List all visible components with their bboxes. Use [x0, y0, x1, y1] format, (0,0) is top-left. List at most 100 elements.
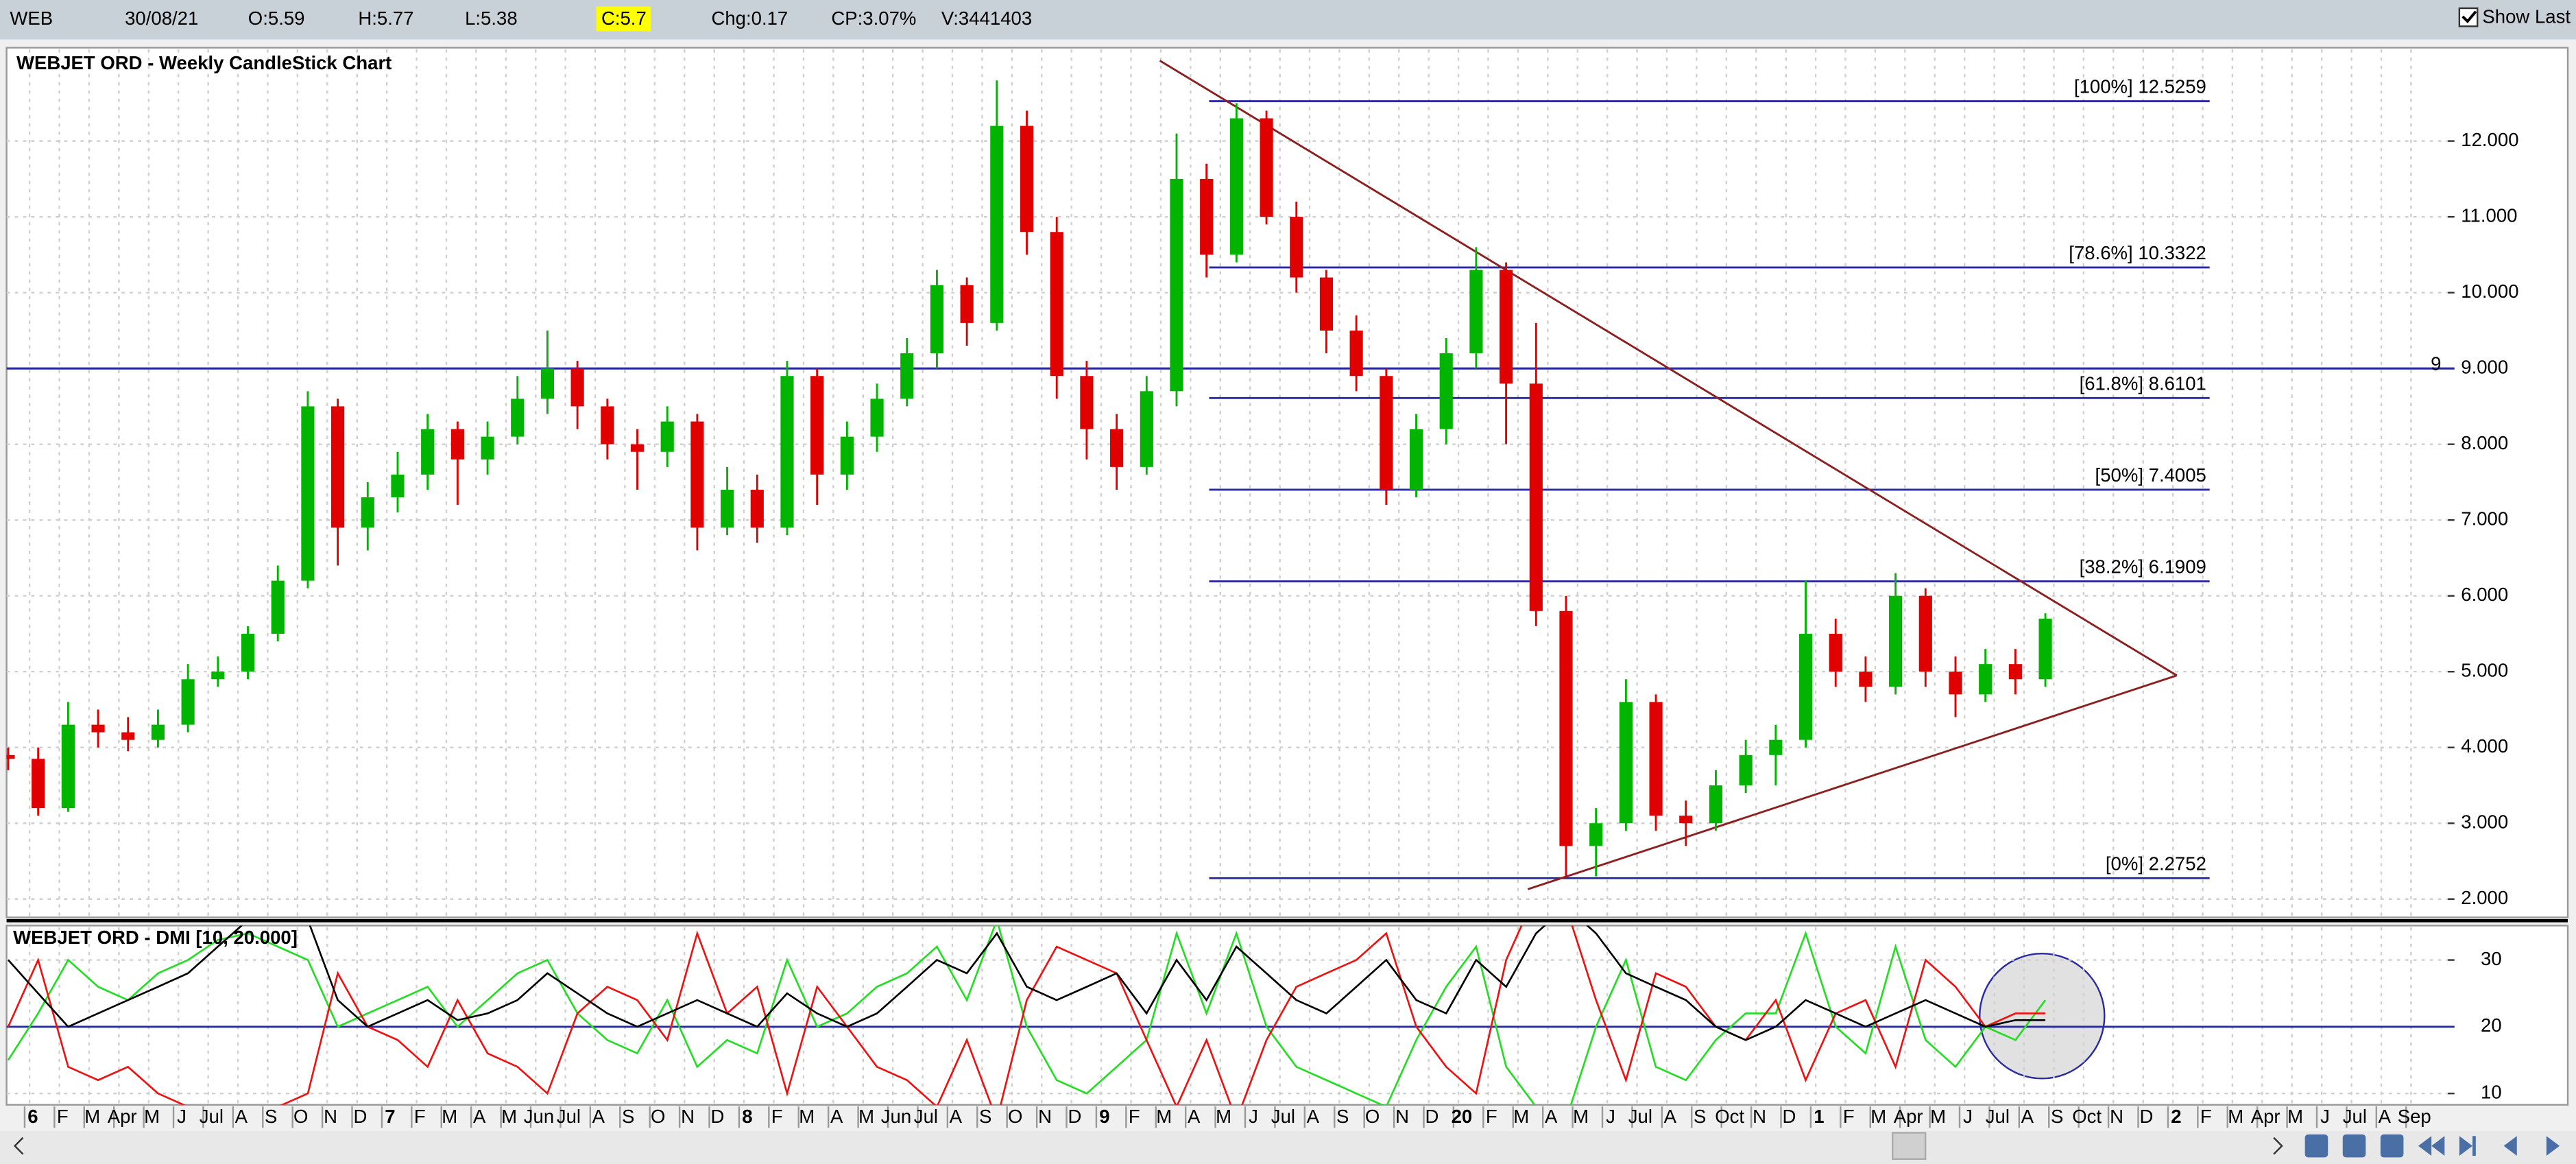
x-tick-label: M [1216, 1106, 1231, 1127]
toolbar [0, 0, 2576, 40]
x-tick-label: D [1068, 1106, 1082, 1127]
x-tick-label: D [2140, 1106, 2154, 1127]
candle-body [1979, 664, 1993, 695]
x-tick-label: M [2228, 1106, 2243, 1127]
fib-level-label: [50%] 7.4005 [2095, 464, 2206, 486]
header-item: 30/08/21 [125, 8, 198, 29]
x-tick-label: D [1783, 1106, 1796, 1127]
candle-body [990, 126, 1004, 323]
candle-body [1140, 391, 1153, 467]
y-tick-label: 10 [2481, 1081, 2502, 1102]
y-tick-label: 8.000 [2461, 432, 2508, 453]
nav-zoom-in[interactable] [2304, 1134, 2328, 1158]
candle-body [450, 429, 464, 460]
scroll-left[interactable] [13, 1137, 24, 1155]
nav-fit[interactable] [2380, 1134, 2404, 1158]
candle-body [1709, 785, 1723, 824]
x-tick-label: M [442, 1106, 457, 1127]
x-tick-label: F [1486, 1106, 1497, 1127]
candle-body [1798, 633, 1813, 740]
fib-level-label: [61.8%] 8.6101 [2080, 372, 2206, 394]
x-tick-label: D [1425, 1106, 1439, 1127]
y-tick-label: 4.000 [2461, 735, 2508, 757]
close-highlight [596, 6, 651, 32]
x-tick-label: N [681, 1106, 695, 1127]
x-tick-label: S [622, 1106, 634, 1127]
main-chart-title: WEBJET ORD - Weekly CandleStick Chart [16, 52, 392, 73]
candle-body [960, 285, 974, 323]
x-tick-label: N [2110, 1106, 2123, 1127]
nav-rewind[interactable] [2418, 1136, 2445, 1156]
candle-body [1200, 178, 1214, 255]
x-tick-label: Jun [524, 1106, 554, 1127]
scroll-right[interactable] [2273, 1137, 2283, 1155]
x-tick-label: 6 [27, 1106, 38, 1127]
header-item: L:5.38 [465, 8, 518, 29]
x-tick-label: Jul [1271, 1106, 1295, 1127]
dmi-line [7, 925, 2047, 1105]
highlight-circle [1979, 952, 2106, 1080]
x-tick-label: N [1038, 1106, 1052, 1127]
candle-body [1110, 429, 1124, 467]
nav-zoom-out[interactable] [2342, 1134, 2366, 1158]
nav-next[interactable] [2546, 1136, 2560, 1156]
candle-body [601, 406, 614, 444]
x-tick-label: Oct [1715, 1106, 1744, 1127]
y-tick-label: 20 [2481, 1014, 2502, 1036]
candle-body [211, 672, 225, 680]
x-tick-label: Jul [200, 1106, 224, 1127]
scroll-thumb[interactable] [1892, 1132, 1927, 1161]
dmi-chart-title: WEBJET ORD - DMI [10, 20.000] [13, 927, 298, 948]
x-tick-label: M [84, 1106, 100, 1127]
candle-body [840, 436, 854, 475]
main-panel [5, 47, 2569, 918]
y-tick-label: 11.000 [2461, 204, 2517, 226]
x-tick-label: M [2287, 1106, 2303, 1127]
candle-body [61, 724, 75, 809]
x-tick-label: S [1694, 1106, 1706, 1127]
trendline [1159, 60, 2178, 676]
candle-body [660, 421, 674, 452]
x-tick-label: N [1395, 1106, 1409, 1127]
x-tick-label: M [1573, 1106, 1589, 1127]
candle-body [6, 755, 15, 759]
candle-body [1170, 178, 1183, 392]
candle-body [1020, 126, 1034, 233]
x-tick-label: Jul [1986, 1106, 2010, 1127]
x-tick-label: S [265, 1106, 277, 1127]
x-tick-label: D [711, 1106, 725, 1127]
candle-body [1260, 118, 1273, 217]
x-tick-label: Jul [2343, 1106, 2367, 1127]
y-tick-label: 5.000 [2461, 659, 2508, 680]
candle-body [721, 489, 734, 528]
nav-end[interactable] [2459, 1136, 2476, 1156]
header-item: C:5.7 [601, 8, 647, 29]
candle-body [750, 489, 764, 528]
candle-body [1349, 330, 1363, 377]
x-tick-label: A [473, 1106, 486, 1127]
nav-prev[interactable] [2503, 1136, 2517, 1156]
scrollbar[interactable] [0, 1131, 2576, 1164]
candle-body [1949, 672, 1962, 695]
nav-buttons [2304, 1134, 2560, 1158]
x-tick-label: S [2051, 1106, 2063, 1127]
candle-body [1619, 702, 1633, 824]
x-tick-label: O [1365, 1106, 1380, 1127]
x-tick-label: O [293, 1106, 308, 1127]
x-tick-label: A [592, 1106, 605, 1127]
x-tick-label: A [1307, 1106, 1320, 1127]
x-tick-label: J [1606, 1106, 1615, 1127]
y-tick-label: 30 [2481, 948, 2502, 969]
candle-body [181, 679, 195, 725]
x-tick-label: M [144, 1106, 160, 1127]
trendline [1527, 674, 2178, 890]
x-tick-label: M [1513, 1106, 1529, 1127]
candle-body [930, 285, 944, 354]
candle-body [91, 724, 105, 733]
candle-body [2008, 664, 2022, 680]
candle-body [870, 399, 884, 437]
show-last-label[interactable]: Show Last [2482, 6, 2571, 27]
x-tick-label: F [2200, 1106, 2212, 1127]
